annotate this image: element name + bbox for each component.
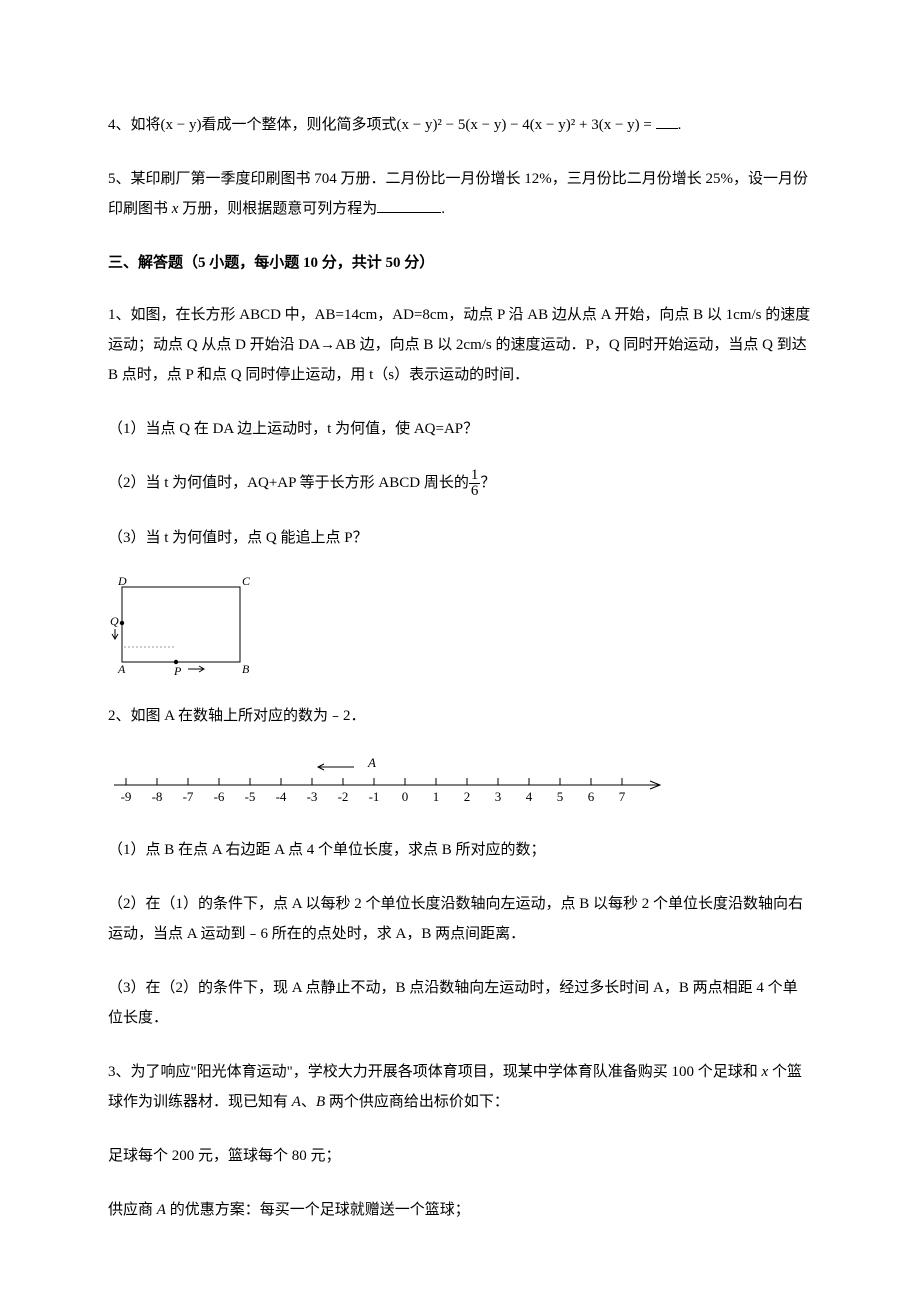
svg-text:5: 5 xyxy=(557,789,564,804)
svg-text:-8: -8 xyxy=(152,789,163,804)
svg-text:A: A xyxy=(117,662,126,676)
p2-sub2: （2）在（1）的条件下，点 A 以每秒 2 个单位长度沿数轴向左运动，点 B 以… xyxy=(108,889,812,949)
svg-text:-9: -9 xyxy=(121,789,132,804)
fill-blank-q4: 4、如将(x − y)看成一个整体，则化简多项式(x − y)² − 5(x −… xyxy=(108,110,812,140)
p3-stem: 3、为了响应"阳光体育运动"，学校大力开展各项体育项目，现某中学体育队准备购买 … xyxy=(108,1057,812,1117)
q4-mid1: 看成一个整体，则化简多项式 xyxy=(201,117,396,133)
p2-sub3: （3）在（2）的条件下，现 A 点静止不动，B 点沿数轴向左运动时，经过多长时间… xyxy=(108,973,812,1033)
svg-text:-6: -6 xyxy=(214,789,225,804)
q4-suffix: . xyxy=(678,117,682,133)
p1-frac: 16 xyxy=(469,468,481,499)
p3-line3A: A xyxy=(157,1202,166,1218)
p3-line3: 供应商 A 的优惠方案：每买一个足球就赠送一个篮球； xyxy=(108,1195,812,1225)
svg-text:7: 7 xyxy=(619,789,626,804)
svg-text:6: 6 xyxy=(588,789,595,804)
q5-text-b: 万册，则根据题意可列方程为 xyxy=(178,201,377,217)
svg-text:-4: -4 xyxy=(276,789,287,804)
svg-text:C: C xyxy=(242,577,250,588)
svg-text:-2: -2 xyxy=(338,789,349,804)
p3-A: A xyxy=(292,1094,301,1110)
svg-text:Q: Q xyxy=(110,614,119,628)
p3-stem-c: 、 xyxy=(301,1094,316,1110)
svg-text:-5: -5 xyxy=(245,789,256,804)
svg-text:0: 0 xyxy=(402,789,409,804)
section-3-title: 三、解答题（5 小题，每小题 10 分，共计 50 分） xyxy=(108,248,812,278)
svg-text:-3: -3 xyxy=(307,789,318,804)
q4-expr1: (x − y) xyxy=(161,117,202,133)
p1-frac-num: 1 xyxy=(469,468,481,484)
p3-B: B xyxy=(316,1094,325,1110)
svg-text:P: P xyxy=(173,664,182,677)
q4-expr2: (x − y)² − 5(x − y) − 4(x − y)² + 3(x − … xyxy=(396,117,655,133)
q4-blank xyxy=(656,128,678,129)
fill-blank-q5: 5、某印刷厂第一季度印刷图书 704 万册．二月份比一月份增长 12%，三月份比… xyxy=(108,164,812,224)
p1-stem: 1、如图，在长方形 ABCD 中，AB=14cm，AD=8cm，动点 P 沿 A… xyxy=(108,300,812,390)
svg-text:3: 3 xyxy=(495,789,502,804)
p2-sub1: （1）点 B 在点 A 右边距 A 点 4 个单位长度，求点 B 所对应的数； xyxy=(108,835,812,865)
p3-line3b: 的优惠方案：每买一个足球就赠送一个篮球； xyxy=(166,1202,470,1218)
p3-line2: 足球每个 200 元，篮球每个 80 元； xyxy=(108,1141,812,1171)
p3-line3a: 供应商 xyxy=(108,1202,157,1218)
p1-sub2b: ？ xyxy=(480,475,495,491)
p1-sub2: （2）当 t 为何值时，AQ+AP 等于长方形 ABCD 周长的16？ xyxy=(108,468,812,499)
p1-sub3: （3）当 t 为何值时，点 Q 能追上点 P？ xyxy=(108,523,812,553)
q5-suffix: . xyxy=(441,201,445,217)
svg-text:D: D xyxy=(117,577,127,588)
p1-svg: D C A B Q P xyxy=(108,577,250,677)
p2-stem: 2、如图 A 在数轴上所对应的数为﹣2． xyxy=(108,701,812,731)
p3-stem-d: 两个供应商给出标价如下： xyxy=(325,1094,509,1110)
q4-prefix: 4、如将 xyxy=(108,117,161,133)
svg-text:-7: -7 xyxy=(183,789,194,804)
p3-stem-a: 3、为了响应"阳光体育运动"，学校大力开展各项体育项目，现某中学体育队准备购买 … xyxy=(108,1064,762,1080)
p1-frac-den: 6 xyxy=(469,484,481,499)
q5-blank xyxy=(377,212,441,213)
p1-sub2a: （2）当 t 为何值时，AQ+AP 等于长方形 ABCD 周长的 xyxy=(108,475,469,491)
svg-text:A: A xyxy=(367,755,376,770)
p1-sub1: （1）当点 Q 在 DA 边上运动时，t 为何值，使 AQ=AP？ xyxy=(108,414,812,444)
p1-figure: D C A B Q P xyxy=(108,577,812,677)
svg-text:-1: -1 xyxy=(369,789,380,804)
p2-figure: -9 -8 -7 -6 -5 -4 -3 -2 -1 0 1 2 3 4 5 6 7 A xyxy=(108,755,812,811)
p2-svg: -9 -8 -7 -6 -5 -4 -3 -2 -1 0 1 2 3 4 5 6 7 A xyxy=(108,755,668,811)
svg-text:B: B xyxy=(242,662,250,676)
svg-text:1: 1 xyxy=(433,789,440,804)
svg-text:4: 4 xyxy=(526,789,533,804)
svg-text:2: 2 xyxy=(464,789,471,804)
